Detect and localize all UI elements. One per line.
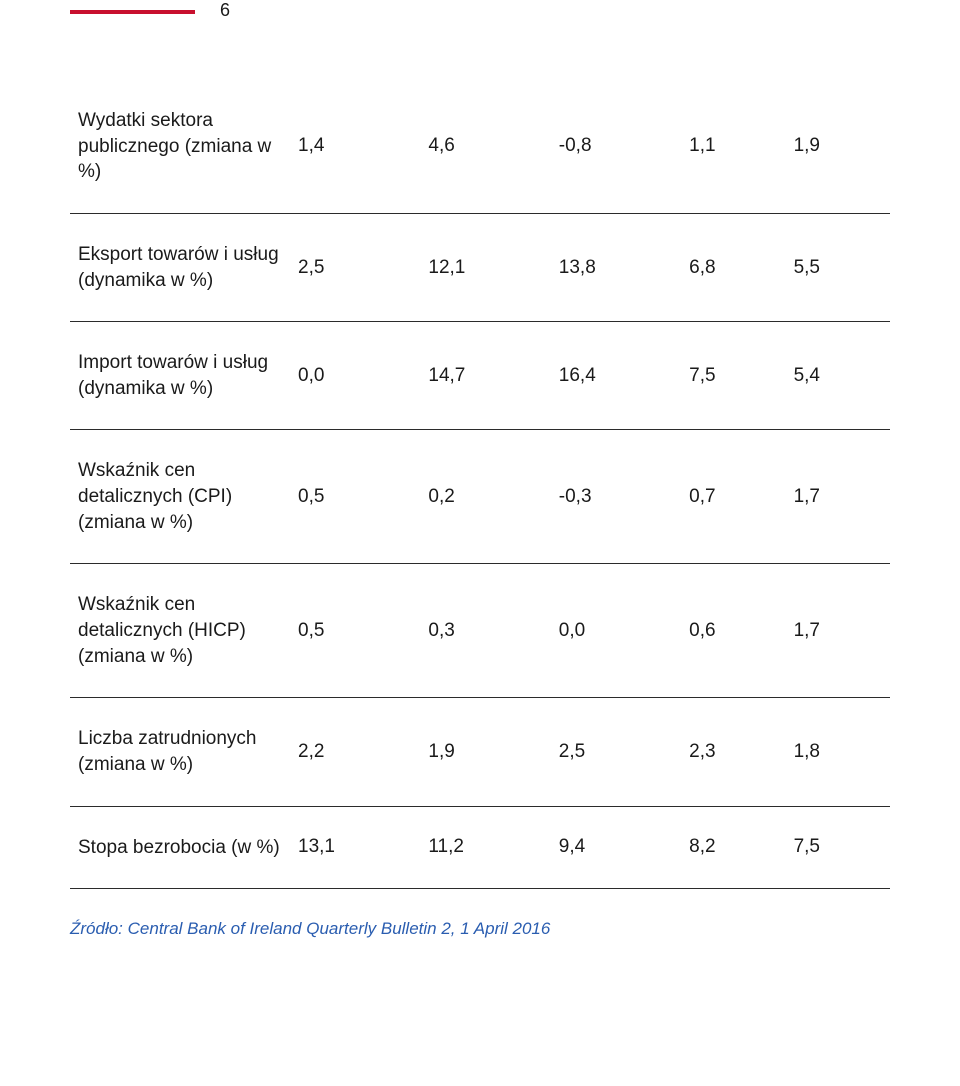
row-label: Import towarów i usług (dynamika w %) <box>70 322 290 430</box>
cell: 7,5 <box>681 322 785 430</box>
cell: 1,8 <box>786 698 890 806</box>
table-row: Wskaźnik cen detalicznych (HICP) (zmiana… <box>70 564 890 698</box>
table-row: Eksport towarów i usług (dynamika w %) 2… <box>70 213 890 321</box>
cell: 1,9 <box>420 698 550 806</box>
cell: 2,5 <box>551 698 681 806</box>
cell: 7,5 <box>786 806 890 889</box>
row-label: Eksport towarów i usług (dynamika w %) <box>70 213 290 321</box>
cell: -0,3 <box>551 430 681 564</box>
header-bar: 6 <box>70 0 890 30</box>
cell: 2,3 <box>681 698 785 806</box>
data-table: Wydatki sektora publicznego (zmiana w %)… <box>70 80 890 889</box>
row-label: Wskaźnik cen detalicznych (CPI) (zmiana … <box>70 430 290 564</box>
table-row: Liczba zatrudnionych (zmiana w %) 2,2 1,… <box>70 698 890 806</box>
cell: 6,8 <box>681 213 785 321</box>
cell: 0,0 <box>290 322 420 430</box>
cell: 5,5 <box>786 213 890 321</box>
cell: 11,2 <box>420 806 550 889</box>
row-label: Liczba zatrudnionych (zmiana w %) <box>70 698 290 806</box>
cell: 0,6 <box>681 564 785 698</box>
cell: 0,5 <box>290 430 420 564</box>
cell: 8,2 <box>681 806 785 889</box>
page-number: 6 <box>220 0 230 21</box>
accent-rule <box>70 10 195 14</box>
cell: 0,3 <box>420 564 550 698</box>
cell: 0,2 <box>420 430 550 564</box>
cell: 1,4 <box>290 80 420 213</box>
cell: 14,7 <box>420 322 550 430</box>
cell: 2,2 <box>290 698 420 806</box>
cell: 12,1 <box>420 213 550 321</box>
cell: 1,1 <box>681 80 785 213</box>
table-row: Import towarów i usług (dynamika w %) 0,… <box>70 322 890 430</box>
source-citation: Źródło: Central Bank of Ireland Quarterl… <box>70 919 890 939</box>
cell: 13,1 <box>290 806 420 889</box>
cell: 1,9 <box>786 80 890 213</box>
cell: -0,8 <box>551 80 681 213</box>
cell: 2,5 <box>290 213 420 321</box>
cell: 0,5 <box>290 564 420 698</box>
cell: 1,7 <box>786 564 890 698</box>
cell: 0,0 <box>551 564 681 698</box>
cell: 16,4 <box>551 322 681 430</box>
table-row: Stopa bezrobocia (w %) 13,1 11,2 9,4 8,2… <box>70 806 890 889</box>
table-row: Wydatki sektora publicznego (zmiana w %)… <box>70 80 890 213</box>
page: 6 Wydatki sektora publicznego (zmiana w … <box>0 0 960 1086</box>
cell: 13,8 <box>551 213 681 321</box>
row-label: Stopa bezrobocia (w %) <box>70 806 290 889</box>
cell: 9,4 <box>551 806 681 889</box>
table-row: Wskaźnik cen detalicznych (CPI) (zmiana … <box>70 430 890 564</box>
cell: 4,6 <box>420 80 550 213</box>
cell: 0,7 <box>681 430 785 564</box>
row-label: Wskaźnik cen detalicznych (HICP) (zmiana… <box>70 564 290 698</box>
cell: 1,7 <box>786 430 890 564</box>
row-label: Wydatki sektora publicznego (zmiana w %) <box>70 80 290 213</box>
cell: 5,4 <box>786 322 890 430</box>
